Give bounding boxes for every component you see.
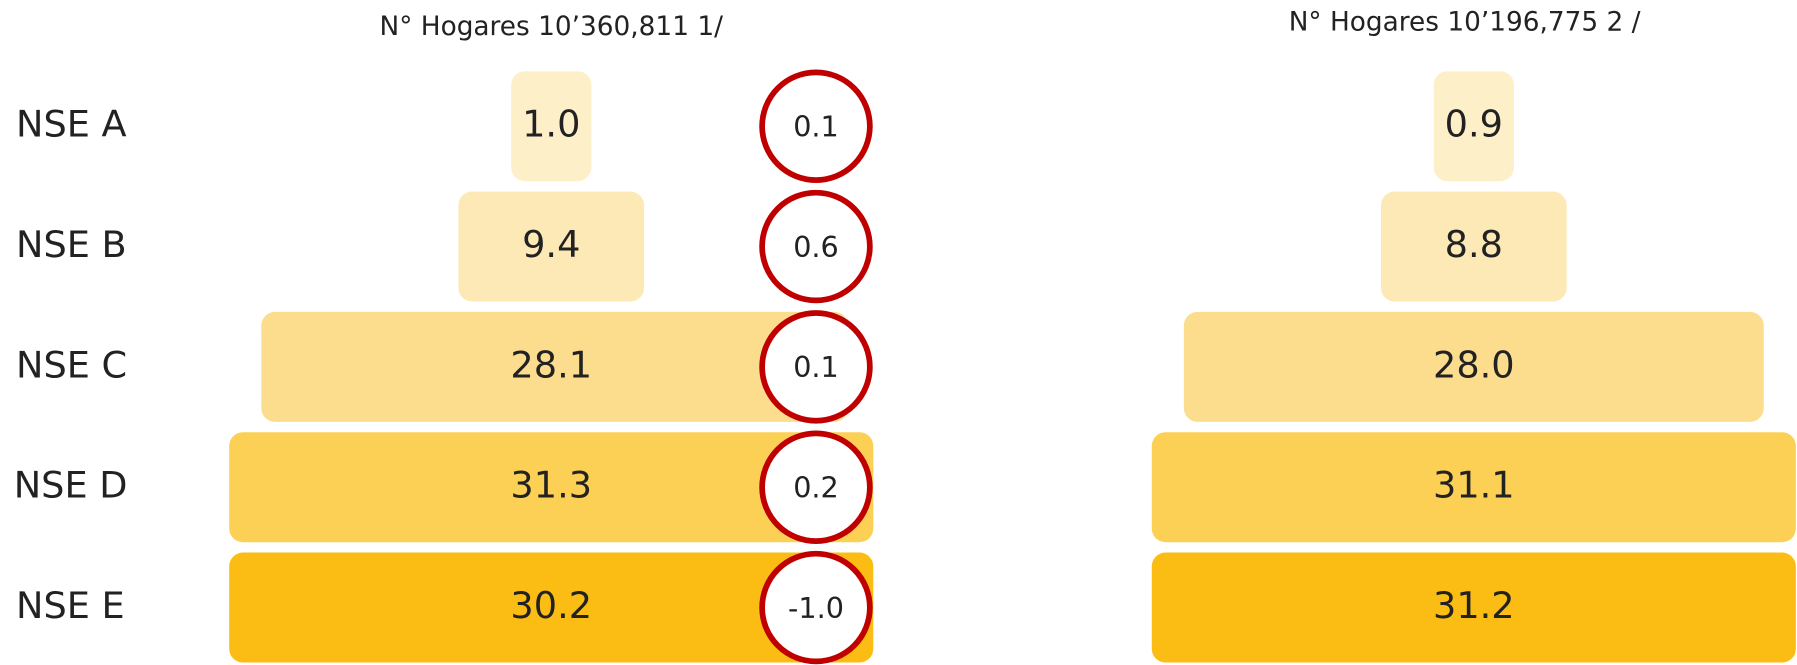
right-bar xyxy=(1183,311,1764,422)
row-label: NSE E xyxy=(16,584,125,627)
right-value: 31.2 xyxy=(1433,584,1515,627)
difference-value: 0.2 xyxy=(793,471,839,505)
left-bar xyxy=(229,552,874,663)
left-bar xyxy=(511,71,592,182)
right-bar xyxy=(1380,191,1567,302)
left-value: 1.0 xyxy=(522,103,580,146)
right-value: 31.1 xyxy=(1433,464,1515,507)
row-label: NSE C xyxy=(16,343,127,386)
right-bar xyxy=(1151,432,1796,543)
right-value: 8.8 xyxy=(1445,223,1503,266)
left-value: 28.1 xyxy=(510,343,592,386)
difference-value: 0.6 xyxy=(793,230,839,264)
left-value: 9.4 xyxy=(522,223,580,266)
difference-circle xyxy=(759,189,873,304)
difference-circle xyxy=(759,550,873,665)
left-value: 30.2 xyxy=(510,584,592,627)
right-header: N° Hogares 10’196,775 2 / xyxy=(1289,8,1641,38)
difference-value: 0.1 xyxy=(793,350,839,384)
difference-circle xyxy=(759,69,873,183)
left-bar xyxy=(229,432,874,543)
row-label: NSE D xyxy=(14,464,128,507)
row-label: NSE B xyxy=(16,223,127,266)
difference-value: 0.1 xyxy=(793,110,839,144)
row-label: NSE A xyxy=(16,103,127,146)
left-value: 31.3 xyxy=(510,464,592,507)
right-bar xyxy=(1151,552,1796,663)
difference-value: -1.0 xyxy=(788,591,844,625)
difference-circle xyxy=(759,430,873,544)
right-value: 28.0 xyxy=(1433,343,1515,386)
right-value: 0.9 xyxy=(1445,103,1503,146)
left-header: N° Hogares 10’360,811 1/ xyxy=(380,12,724,42)
right-bar xyxy=(1433,71,1514,182)
left-bar xyxy=(261,311,849,422)
left-bar xyxy=(458,191,645,302)
difference-circle xyxy=(759,310,873,424)
